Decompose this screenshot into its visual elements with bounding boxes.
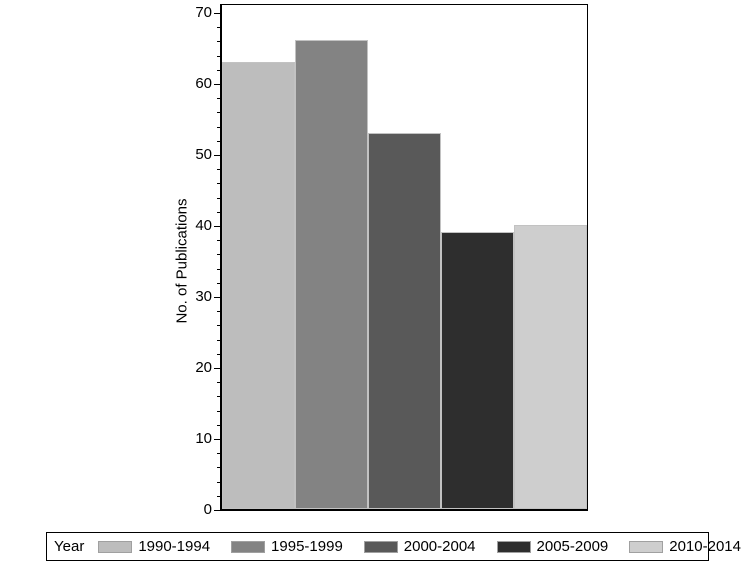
y-minor-tick [217,183,221,185]
y-minor-tick [217,339,221,341]
legend-item-2000-2004: 2000-2004 [363,538,476,555]
legend-swatch [496,540,531,553]
legend-item-2010-2014: 2010-2014 [629,538,741,555]
y-minor-tick [217,98,221,100]
y-minor-tick [217,410,221,412]
y-major-tick [214,510,221,511]
legend-swatch [629,540,664,553]
bar-2000-2004 [368,132,441,509]
y-minor-tick [217,240,221,242]
y-minor-tick [217,325,221,327]
legend-label: 2010-2014 [669,538,741,555]
legend-swatch [363,540,398,553]
y-minor-tick [217,311,221,313]
y-minor-tick [217,382,221,384]
y-minor-tick [217,453,221,455]
y-tick-label: 50 [195,146,212,163]
y-major-tick [214,13,221,14]
y-tick-label: 40 [195,217,212,234]
y-minor-tick [217,254,221,256]
y-minor-tick [217,268,221,270]
legend-swatch [98,540,133,553]
legend-swatch [231,540,266,553]
legend-title: Year [54,538,85,555]
y-minor-tick [217,282,221,284]
y-minor-tick [217,495,221,497]
y-major-tick [214,297,221,298]
y-tick-label: 20 [195,359,212,376]
bars-container [222,5,587,509]
legend-label: 2005-2009 [536,538,609,555]
plot-area [220,4,588,511]
bar-1990-1994 [222,61,295,509]
y-major-tick [214,84,221,85]
legend: Year 1990-1994 1995-1999 2000-2004 2005-200… [46,532,741,561]
bar-2005-2009 [441,232,514,509]
legend-items: 1990-1994 1995-1999 2000-2004 2005-2009 2010… [98,538,741,555]
legend-item-1990-1994: 1990-1994 [98,538,210,555]
y-minor-tick [217,126,221,128]
y-tick-label: 0 [203,501,212,518]
y-minor-tick [217,55,221,57]
y-minor-tick [217,69,221,71]
y-minor-tick [217,169,221,171]
legend-label: 1990-1994 [138,538,211,555]
y-minor-tick [217,353,221,355]
bar-2010-2014 [514,225,587,509]
y-minor-tick [217,140,221,142]
y-minor-tick [217,211,221,213]
y-major-tick [214,226,221,227]
legend-item-2005-2009: 2005-2009 [496,538,609,555]
bar-1995-1999 [295,40,368,509]
y-minor-tick [217,396,221,398]
y-tick-label: 30 [195,288,212,305]
y-minor-tick [217,112,221,114]
legend-item-1995-1999: 1995-1999 [231,538,343,555]
y-major-tick [214,368,221,369]
y-minor-tick [217,27,221,29]
y-minor-tick [217,467,221,469]
y-minor-tick [217,424,221,426]
legend-label: 1995-1999 [271,538,343,555]
y-tick-label: 60 [195,75,212,92]
y-major-tick [214,439,221,440]
y-major-tick [214,155,221,156]
y-tick-label: 70 [195,4,212,21]
y-tick-label: 10 [195,430,212,447]
y-minor-tick [217,197,221,199]
y-minor-tick [217,481,221,483]
y-minor-tick [217,41,221,43]
legend-label: 2000-2004 [403,538,476,555]
